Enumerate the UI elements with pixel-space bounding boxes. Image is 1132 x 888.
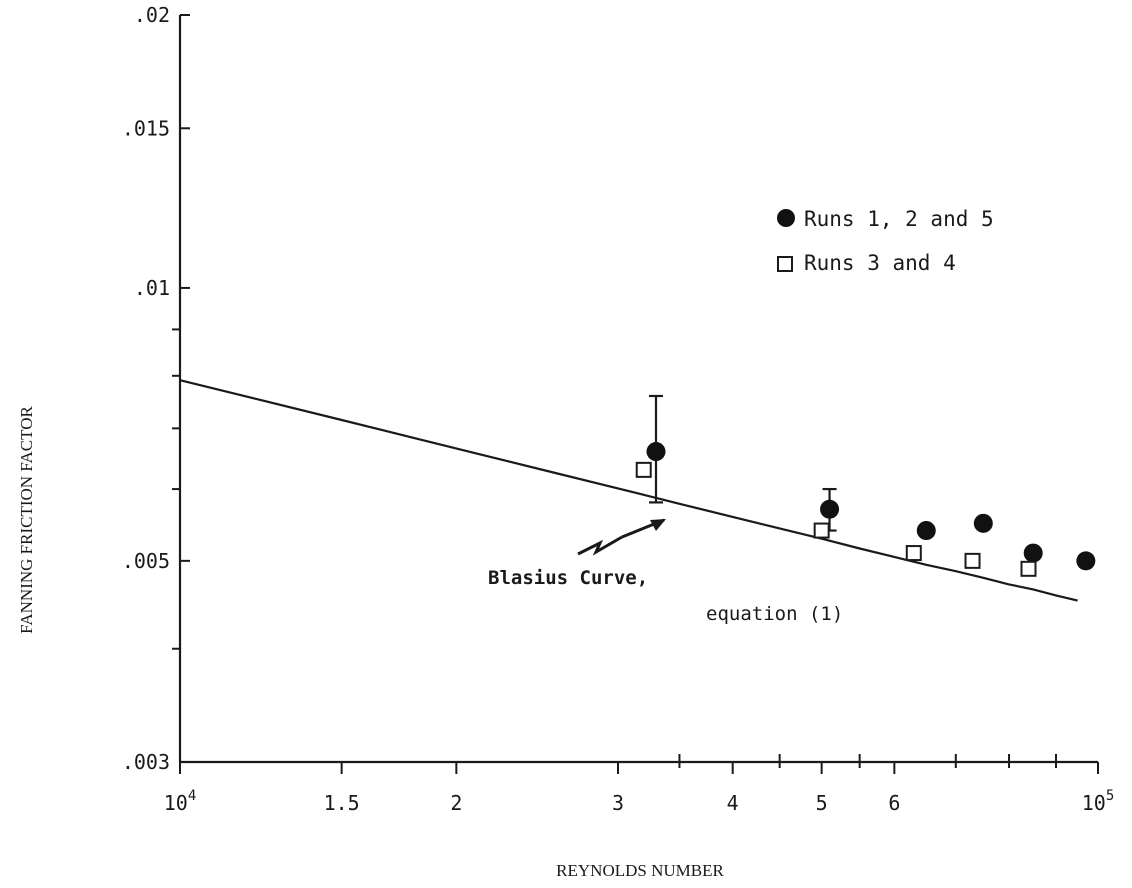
y-tick-label-015: .015 [122,116,170,140]
curve-equation-label: equation (1) [706,603,843,625]
runs-1-2-5-point-0 [646,442,666,462]
runs-1-2-5-point-4 [1023,543,1043,563]
runs-3-4-point-4 [1020,560,1037,577]
y-axis-label: FANNING FRICTION FACTOR [17,406,36,634]
runs-1-2-5-point-1 [820,499,840,519]
x-tick-label-30000: 3 [612,791,624,815]
axes [178,15,1098,764]
x-tick-label-40000: 4 [727,791,739,815]
y-tick-label-01: .01 [134,276,170,300]
y-ticks: .02 .015 .01 .005 .003 [122,3,190,774]
y-tick-label-02: .02 [134,3,170,27]
annotation-arrowhead-icon [650,519,666,531]
legend: Runs 1, 2 and 5 Runs 3 and 4 [777,207,994,275]
x-ticks: 104 1.5 2 3 4 5 6 105 [164,754,1115,815]
blasius-curve-line [179,379,1078,602]
legend-label-runs-3-4: Runs 3 and 4 [804,251,956,275]
x-tick-label-20000: 2 [450,791,462,815]
runs-1-2-5-point-3 [973,513,993,533]
runs-3-4-point-3 [964,552,981,569]
blasius-curve-layer [179,379,1078,602]
x-axis-label: REYNOLDS NUMBER [556,861,724,880]
x-tick-label-60000: 6 [888,791,900,815]
curve-label: Blasius Curve, [488,567,648,589]
data-points-layer [635,394,1096,577]
legend-label-runs-1-2-5: Runs 1, 2 and 5 [804,207,994,231]
annotation-arrow-shaft [577,535,623,556]
legend-circle-icon [777,209,795,227]
runs-1-2-5-point-2 [916,521,936,541]
legend-square-icon [777,256,793,272]
runs-3-4-point-1 [813,522,830,539]
y-tick-label-003: .003 [122,750,170,774]
x-tick-label-50000: 5 [816,791,828,815]
y-tick-label-005: .005 [122,549,170,573]
runs-1-2-5-point-5 [1076,551,1096,571]
runs-3-4-point-2 [905,545,922,562]
x-tick-label-10000: 104 [164,788,197,815]
x-tick-label-15000: 1.5 [324,791,360,815]
runs-3-4-point-0 [635,461,652,478]
x-tick-label-100000: 105 [1082,788,1115,815]
blasius-annotation: Blasius Curve, equation (1) [488,518,843,625]
